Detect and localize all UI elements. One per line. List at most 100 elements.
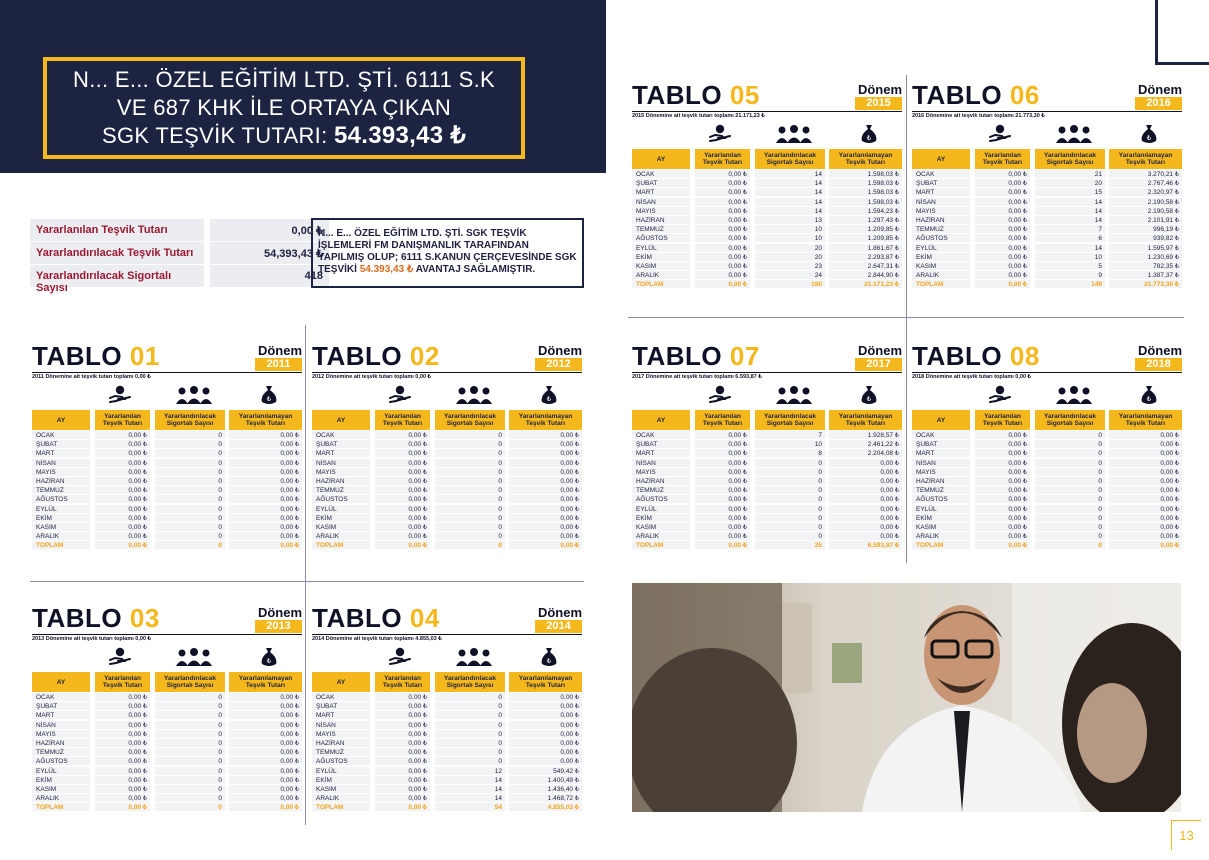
table-row: HAZİRAN 0,00 ₺ 0 0,00 ₺ xyxy=(312,477,582,486)
table-row: TEMMUZ 0,00 ₺ 0 0,00 ₺ xyxy=(312,486,582,495)
cell-unused-amount: 2.844,90 ₺ xyxy=(829,271,902,280)
cell-insured-count: 0 xyxy=(155,693,225,701)
table-row: HAZİRAN 0,00 ₺ 13 1.297,43 ₺ xyxy=(632,216,902,225)
cell-month: NİSAN xyxy=(632,197,690,206)
cell-used-amount: 0,00 ₺ xyxy=(695,243,750,252)
table-row: NİSAN 0,00 ₺ 14 1.598,03 ₺ xyxy=(632,197,902,207)
table-row: ARALIK 0,00 ₺ 24 2.844,90 ₺ xyxy=(632,271,902,280)
cell-unused-amount: 0,00 ₺ xyxy=(229,766,302,775)
cell-used-amount: 0,00 ₺ xyxy=(95,541,150,550)
cell-month: EKİM xyxy=(312,513,370,522)
table-row: OCAK 0,00 ₺ 14 1.598,03 ₺ xyxy=(632,170,902,179)
cell-used-amount: 0,00 ₺ xyxy=(95,794,150,803)
summary-value: 418 xyxy=(210,265,329,287)
table-row: HAZİRAN 0,00 ₺ 0 0,00 ₺ xyxy=(632,477,902,486)
cell-unused-amount: 2.293,87 ₺ xyxy=(829,252,902,261)
cell-used-amount: 0,00 ₺ xyxy=(95,720,150,729)
note-text-end: AVANTAJ SAĞLAMIŞTIR. xyxy=(415,264,536,275)
cell-used-amount: 0,00 ₺ xyxy=(695,440,750,449)
cell-unused-amount: 0,00 ₺ xyxy=(1109,431,1182,439)
cell-unused-amount: 0,00 ₺ xyxy=(509,467,582,476)
cell-used-amount: 0,00 ₺ xyxy=(695,280,750,289)
table-row: EYLÜL 0,00 ₺ 0 0,00 ₺ xyxy=(912,504,1182,514)
cell-used-amount: 0,00 ₺ xyxy=(975,523,1030,531)
cell-insured-count: 0 xyxy=(155,775,225,784)
cell-unused-amount: 0,00 ₺ xyxy=(1109,458,1182,467)
table-title: TABLO 08 xyxy=(912,341,1040,371)
cell-used-amount: 0,00 ₺ xyxy=(975,243,1030,252)
cell-used-amount: 0,00 ₺ xyxy=(95,693,150,701)
table-row: MAYIS 0,00 ₺ 14 2.190,58 ₺ xyxy=(912,206,1182,216)
cell-used-amount: 0,00 ₺ xyxy=(375,541,430,550)
cell-unused-amount: 0,00 ₺ xyxy=(1109,477,1182,485)
title-underline xyxy=(32,372,302,373)
cell-month: TOPLAM xyxy=(32,803,90,812)
cell-insured-count: 0 xyxy=(755,486,825,495)
table-panel-02: TABLO 02 Dönem 2012 2012 Dönemine ait teşvi… xyxy=(312,341,582,555)
cell-month: ŞUBAT xyxy=(312,440,370,449)
period-year-badge: 2012 xyxy=(535,358,582,371)
cell-used-amount: 0,00 ₺ xyxy=(695,458,750,467)
column-header: AY xyxy=(32,410,90,430)
cell-unused-amount: 0,00 ₺ xyxy=(829,532,902,541)
header-title-box: N... E... ÖZEL EĞİTİM LTD. ŞTİ. 6111 S.K… xyxy=(43,57,525,159)
table-row: TEMMUZ 0,00 ₺ 0 0,00 ₺ xyxy=(632,486,902,495)
cell-unused-amount: 0,00 ₺ xyxy=(509,739,582,747)
table-title-number: 05 xyxy=(729,80,760,110)
cell-unused-amount: 0,00 ₺ xyxy=(229,785,302,793)
table-row: TEMMUZ 0,00 ₺ 0 0,00 ₺ xyxy=(32,486,302,495)
table-row: EKİM 0,00 ₺ 0 0,00 ₺ xyxy=(632,513,902,523)
cell-unused-amount: 939,82 ₺ xyxy=(1109,234,1182,243)
table-row: MART 0,00 ₺ 15 2.320,97 ₺ xyxy=(912,188,1182,197)
cell-insured-count: 0 xyxy=(155,532,225,541)
cell-used-amount: 0,00 ₺ xyxy=(95,711,150,720)
table-row: OCAK 0,00 ₺ 7 1.928,57 ₺ xyxy=(632,431,902,440)
cell-used-amount: 0,00 ₺ xyxy=(95,739,150,747)
cell-used-amount: 0,00 ₺ xyxy=(95,729,150,738)
cell-insured-count: 0 xyxy=(1035,513,1105,522)
total-row: TOPLAM 0,00 ₺ 0 0,00 ₺ xyxy=(32,803,302,812)
period-label: Dönem xyxy=(1137,343,1182,358)
cell-unused-amount: 0,00 ₺ xyxy=(829,477,902,485)
cell-unused-amount: 0,00 ₺ xyxy=(509,532,582,541)
column-header: AY xyxy=(312,672,370,692)
cell-insured-count: 0 xyxy=(155,739,225,747)
table-row: EKİM 0,00 ₺ 0 0,00 ₺ xyxy=(912,513,1182,523)
table-title-number: 03 xyxy=(129,603,160,633)
table-row: NİSAN 0,00 ₺ 0 0,00 ₺ xyxy=(312,720,582,730)
cell-month: EYLÜL xyxy=(632,504,690,513)
cell-insured-count: 13 xyxy=(755,216,825,224)
cell-month: OCAK xyxy=(312,431,370,439)
table-row: ŞUBAT 0,00 ₺ 0 0,00 ₺ xyxy=(912,440,1182,449)
cell-used-amount: 0,00 ₺ xyxy=(975,262,1030,270)
cell-used-amount: 0,00 ₺ xyxy=(975,541,1030,550)
people-group-icon xyxy=(1054,124,1094,144)
cell-month: AĞUSTOS xyxy=(912,495,970,504)
cell-insured-count: 0 xyxy=(435,431,505,439)
divider-vertical-right xyxy=(906,75,907,563)
column-header: Yararlanılamayan Teşvik Tutarı xyxy=(1109,149,1182,169)
cell-month: HAZİRAN xyxy=(312,477,370,485)
office-meeting-photo xyxy=(632,583,1181,812)
period-label: Dönem xyxy=(257,343,302,358)
cell-insured-count: 0 xyxy=(435,757,505,766)
cell-month: EKİM xyxy=(632,513,690,522)
table-row: EYLÜL 0,00 ₺ 0 0,00 ₺ xyxy=(312,504,582,514)
cell-used-amount: 0,00 ₺ xyxy=(975,467,1030,476)
table-row: ŞUBAT 0,00 ₺ 0 0,00 ₺ xyxy=(32,440,302,449)
cell-insured-count: 0 xyxy=(155,495,225,504)
cell-used-amount: 0,00 ₺ xyxy=(375,803,430,812)
cell-unused-amount: 2.190,58 ₺ xyxy=(1109,197,1182,206)
cell-insured-count: 0 xyxy=(155,702,225,711)
column-header: Yararlandırılacak Sigortalı Sayısı xyxy=(755,149,825,169)
cell-used-amount: 0,00 ₺ xyxy=(975,513,1030,522)
table-row: OCAK 0,00 ₺ 0 0,00 ₺ xyxy=(312,431,582,440)
table-row: TEMMUZ 0,00 ₺ 10 1.209,85 ₺ xyxy=(632,225,902,234)
svg-text:₺: ₺ xyxy=(867,134,872,142)
cell-used-amount: 0,00 ₺ xyxy=(375,766,430,775)
money-bag-icon: ₺ xyxy=(258,385,280,405)
column-header: AY xyxy=(632,149,690,169)
table-row: ŞUBAT 0,00 ₺ 10 2.461,22 ₺ xyxy=(632,440,902,449)
cell-used-amount: 0,00 ₺ xyxy=(375,693,430,701)
money-bag-icon: ₺ xyxy=(858,124,880,144)
